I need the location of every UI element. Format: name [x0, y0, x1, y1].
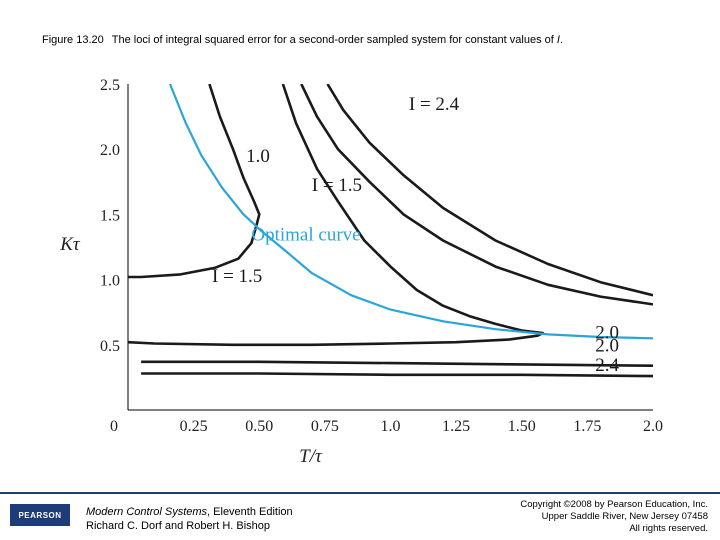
book-title: Modern Control Systems [86, 506, 208, 518]
publisher-logo: PEARSON [10, 504, 70, 526]
y-tick-label: 0.5 [100, 338, 120, 355]
y-tick-label: 2.0 [100, 142, 120, 159]
book-edition: , Eleventh Edition [207, 506, 293, 518]
book-authors: Richard C. Dorf and Robert H. Bishop [86, 520, 271, 532]
isi-loci-chart: 0 0.25 0.50 0.75 1.0 1.25 1.50 1.75 2.0 0.5 1.0 1.5… [59, 77, 663, 467]
series-line-2 [300, 84, 653, 306]
x-tick-label: 0.50 [245, 418, 273, 435]
caption-text: The loci of integral squared error for a… [111, 34, 557, 46]
caption-symbol: I [556, 34, 560, 46]
curve-label: I = 1.5 [312, 175, 362, 196]
footer-divider [0, 492, 720, 494]
series-line-3 [326, 84, 653, 297]
curve-label: I = 2.4 [409, 94, 460, 115]
x-tick-label: 0 [110, 418, 118, 435]
x-tick-label: 0.25 [180, 418, 208, 435]
curve-label: 2.4 [595, 355, 619, 376]
x-tick-label: 1.0 [381, 418, 401, 435]
x-tick-label: 1.50 [508, 418, 536, 435]
x-tick-label: 1.25 [442, 418, 470, 435]
copyright-notice: Copyright ©2008 by Pearson Education, In… [520, 499, 708, 535]
curve-label: I = 1.5 [212, 266, 262, 287]
caption-end: . [559, 34, 563, 46]
series-line-0 [128, 84, 261, 279]
y-tick-label: 2.5 [100, 77, 120, 94]
x-tick-label: 2.0 [643, 418, 663, 435]
curve-label: 2.0 [595, 335, 619, 356]
curve-label: Optimal curve [251, 224, 360, 245]
x-axis-label: T/τ [299, 446, 323, 467]
copyright-line-1: Copyright ©2008 by Pearson Education, In… [520, 499, 708, 510]
figure-caption: Figure 13.20 The loci of integral squared… [42, 34, 702, 46]
y-tick-label: 1.5 [100, 207, 120, 224]
series-line-4 [141, 360, 653, 367]
series-line-5 [141, 372, 653, 378]
copyright-line-3: All rights reserved. [629, 523, 708, 534]
x-tick-label: 1.75 [573, 418, 601, 435]
y-axis-label: Kτ [59, 234, 81, 255]
series-line-6 [168, 84, 653, 340]
x-tick-label: 0.75 [311, 418, 339, 435]
series-line-1 [128, 84, 545, 347]
copyright-line-2: Upper Saddle River, New Jersey 07458 [541, 511, 708, 522]
curve-label: 1.0 [246, 146, 270, 167]
figure-number: Figure 13.20 [42, 34, 104, 46]
book-reference: Modern Control Systems, Eleventh Edition… [86, 505, 293, 533]
y-tick-label: 1.0 [100, 273, 120, 290]
curve-label: 2.0 [595, 322, 619, 343]
